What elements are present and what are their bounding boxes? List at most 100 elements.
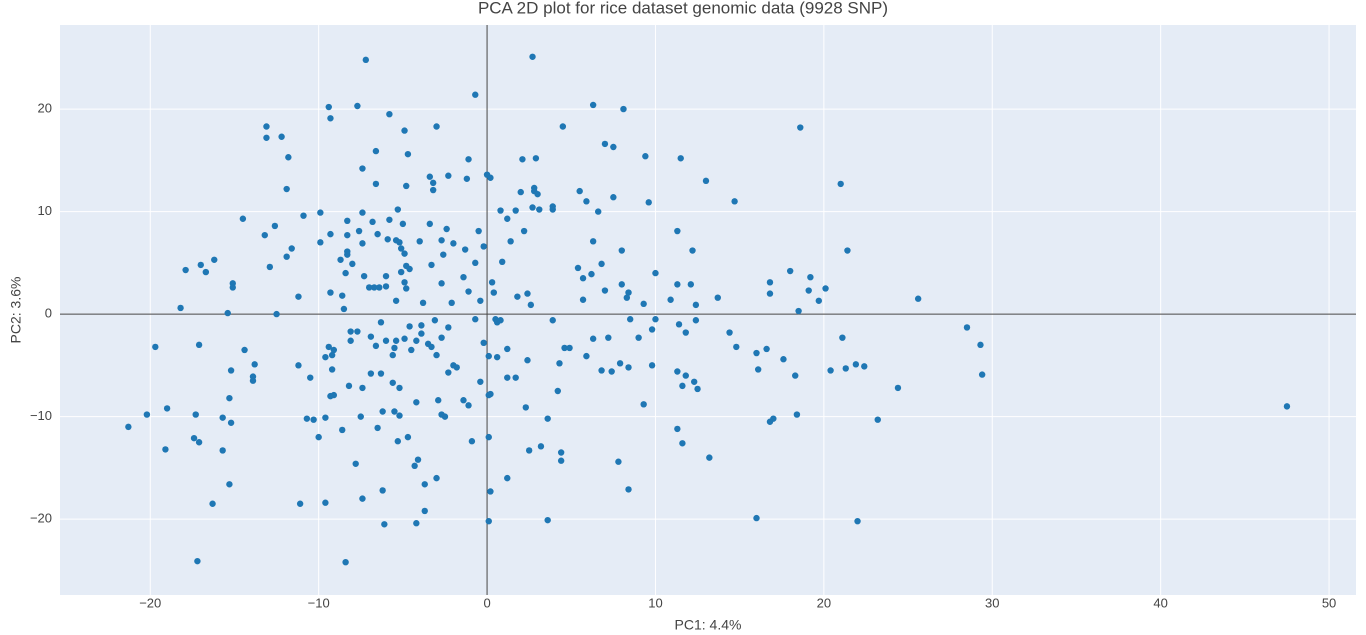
point xyxy=(359,384,366,392)
point xyxy=(372,180,380,188)
point xyxy=(557,449,565,456)
point xyxy=(625,364,632,371)
point xyxy=(480,243,487,250)
point xyxy=(690,378,698,385)
point xyxy=(382,272,390,280)
point xyxy=(618,281,625,288)
point xyxy=(714,294,721,301)
point xyxy=(512,207,519,214)
point xyxy=(226,481,233,488)
point xyxy=(342,269,349,277)
point xyxy=(598,260,605,268)
y-tick-label: −20 xyxy=(30,511,52,526)
point xyxy=(347,337,354,344)
y-tick-label: 20 xyxy=(38,101,52,116)
point xyxy=(472,91,479,98)
point xyxy=(345,382,353,390)
point xyxy=(512,374,519,381)
point xyxy=(384,236,391,243)
point xyxy=(805,287,812,294)
point xyxy=(429,186,437,194)
point xyxy=(374,230,381,238)
point xyxy=(807,273,814,281)
point xyxy=(682,372,689,379)
point xyxy=(403,285,410,292)
point xyxy=(527,301,535,309)
point xyxy=(251,361,258,368)
point xyxy=(536,206,543,213)
point xyxy=(854,517,861,525)
point xyxy=(226,394,233,402)
point xyxy=(362,56,370,64)
point xyxy=(394,438,402,445)
point xyxy=(359,495,366,502)
point xyxy=(702,177,710,185)
point xyxy=(524,290,531,297)
point xyxy=(648,362,656,369)
point xyxy=(413,337,420,344)
point xyxy=(396,384,403,392)
point xyxy=(349,260,356,268)
point xyxy=(554,387,561,395)
point xyxy=(428,343,435,351)
point xyxy=(401,250,408,257)
point xyxy=(588,270,595,278)
point xyxy=(475,227,482,235)
point xyxy=(837,180,844,188)
point xyxy=(317,239,324,246)
point xyxy=(295,362,302,369)
point xyxy=(224,309,231,317)
point xyxy=(354,328,361,335)
point xyxy=(692,317,700,324)
point xyxy=(433,474,440,482)
x-tick-label: 10 xyxy=(648,595,662,610)
point xyxy=(440,251,447,258)
point xyxy=(339,292,346,299)
point xyxy=(620,105,627,113)
point xyxy=(328,351,336,359)
point xyxy=(365,284,373,291)
point xyxy=(589,238,597,245)
point xyxy=(648,326,656,333)
point xyxy=(421,507,428,515)
point xyxy=(450,240,457,247)
point xyxy=(339,426,346,434)
point xyxy=(674,281,681,288)
point xyxy=(219,447,226,454)
point xyxy=(327,230,334,238)
point xyxy=(485,352,492,360)
point xyxy=(325,343,332,351)
y-axis-title: PC2: 3.6% xyxy=(8,277,24,344)
point xyxy=(485,433,492,441)
point xyxy=(195,341,203,349)
point xyxy=(537,443,545,450)
point xyxy=(391,344,398,352)
point xyxy=(359,165,366,172)
point xyxy=(445,172,452,179)
point xyxy=(504,215,511,222)
point xyxy=(377,319,385,326)
point xyxy=(355,227,363,235)
point xyxy=(229,284,236,291)
point xyxy=(445,369,452,376)
point xyxy=(763,345,770,353)
point xyxy=(477,297,484,304)
point xyxy=(211,256,218,263)
point xyxy=(488,279,496,286)
point xyxy=(401,127,408,134)
point xyxy=(397,268,405,276)
point xyxy=(327,289,334,296)
point xyxy=(490,289,497,296)
point xyxy=(519,156,526,163)
point xyxy=(426,220,434,228)
point xyxy=(674,227,681,235)
point xyxy=(532,155,540,162)
point xyxy=(209,500,216,507)
point xyxy=(438,280,445,287)
point xyxy=(354,102,361,110)
point xyxy=(303,415,311,422)
point xyxy=(480,339,487,347)
point xyxy=(677,155,684,162)
